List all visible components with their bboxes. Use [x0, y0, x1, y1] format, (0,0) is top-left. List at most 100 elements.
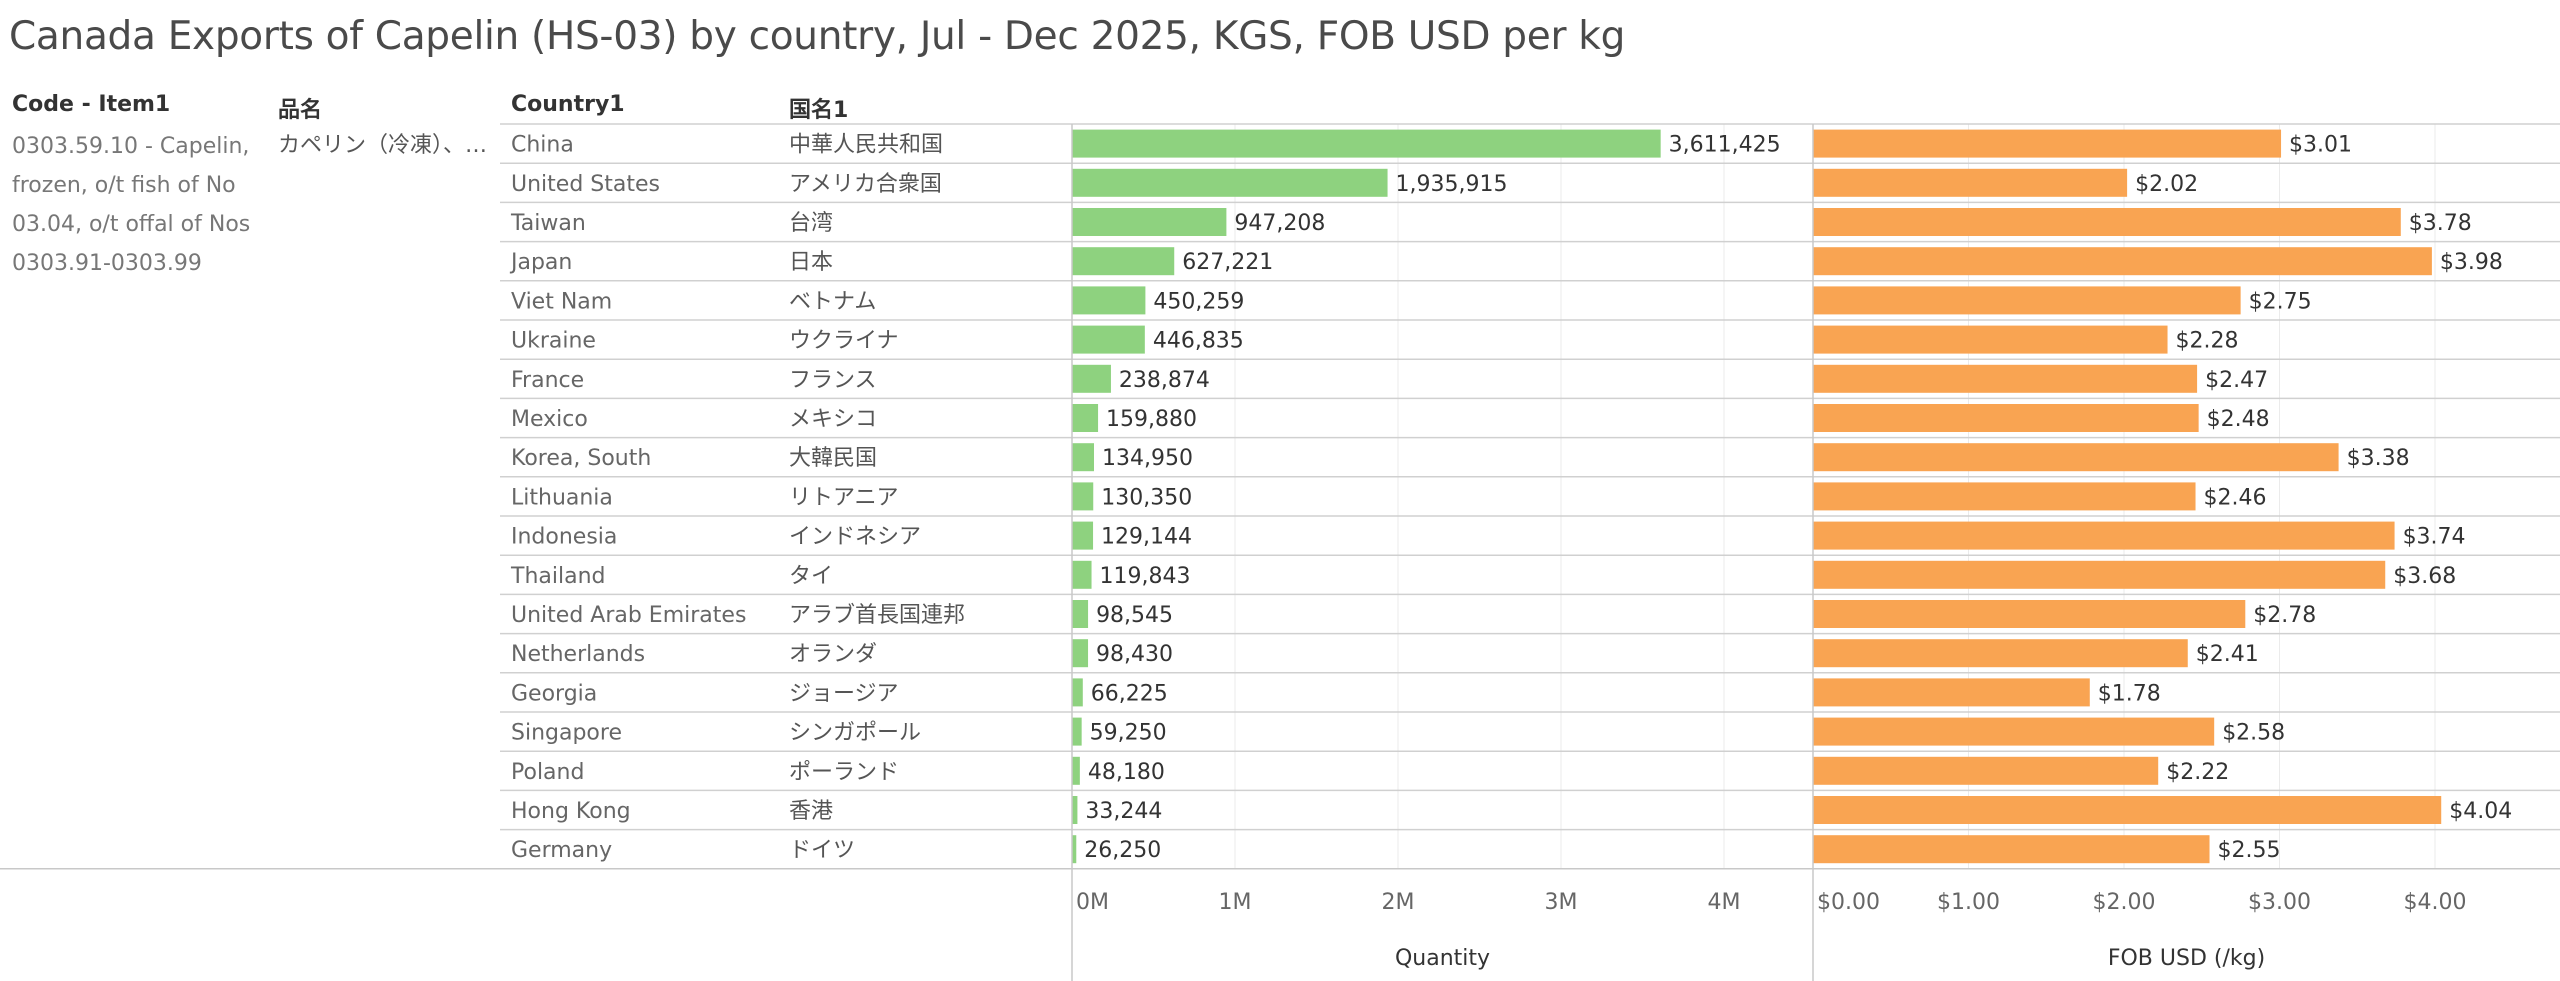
price-bar[interactable] — [1813, 482, 2196, 511]
country-jp-label: インドネシア — [789, 525, 921, 550]
quantity-bar[interactable] — [1072, 129, 1661, 158]
price-bar[interactable] — [1813, 835, 2210, 864]
price-value-label: $2.28 — [2176, 329, 2239, 354]
price-bar[interactable] — [1813, 247, 2432, 276]
country-jp-label: 中華人民共和国 — [789, 133, 943, 158]
price-bar[interactable] — [1813, 560, 2386, 589]
quantity-value-label: 129,144 — [1101, 525, 1192, 550]
price-bar[interactable] — [1813, 286, 2241, 315]
country-label: United States — [511, 172, 660, 197]
quantity-tick-label: 1M — [1219, 890, 1252, 915]
country-jp-label: ジョージア — [789, 681, 899, 706]
price-value-label: $2.22 — [2166, 760, 2229, 785]
quantity-value-label: 98,545 — [1096, 603, 1173, 628]
country-label: Ukraine — [511, 329, 596, 354]
price-value-label: $1.78 — [2098, 681, 2161, 706]
country-jp-label: ベトナム — [789, 289, 876, 314]
quantity-bar[interactable] — [1072, 717, 1082, 746]
country-jp-label: 香港 — [789, 799, 833, 824]
price-value-label: $2.75 — [2249, 289, 2312, 314]
quantity-value-label: 33,244 — [1085, 799, 1162, 824]
price-bar[interactable] — [1813, 208, 2401, 236]
price-tick-label: $2.00 — [2093, 890, 2156, 915]
price-tick-label: $1.00 — [1937, 890, 2000, 915]
quantity-bar[interactable] — [1072, 168, 1388, 197]
price-bar[interactable] — [1813, 168, 2128, 197]
country-label: Poland — [511, 760, 584, 785]
item-code-description: 0303.59.10 - Capelin, frozen, o/t fish o… — [12, 134, 251, 276]
quantity-value-label: 446,835 — [1153, 329, 1244, 354]
price-value-label: $2.41 — [2196, 642, 2259, 667]
header-item-jp[interactable]: 品名 — [278, 98, 323, 123]
header-code-item[interactable]: Code - Item1 — [12, 92, 171, 117]
price-tick-label: $3.00 — [2248, 890, 2311, 915]
price-bar[interactable] — [1813, 129, 2282, 158]
quantity-value-label: 238,874 — [1119, 368, 1210, 393]
quantity-bar[interactable] — [1072, 521, 1094, 550]
quantity-bar[interactable] — [1072, 560, 1092, 589]
country-label: United Arab Emirates — [511, 603, 746, 628]
country-label: France — [511, 368, 584, 393]
price-bar[interactable] — [1813, 756, 2159, 785]
quantity-bar[interactable] — [1072, 286, 1146, 315]
price-axis-title: FOB USD (/kg) — [2108, 946, 2265, 971]
country-jp-label: ポーランド — [789, 760, 899, 785]
quantity-value-label: 98,430 — [1096, 642, 1173, 667]
price-value-label: $4.04 — [2449, 799, 2512, 824]
country-label: Indonesia — [511, 525, 617, 550]
header-country-jp[interactable]: 国名1 — [789, 98, 849, 123]
quantity-axis-title: Quantity — [1395, 946, 1490, 971]
country-jp-label: シンガポール — [789, 721, 921, 746]
header-country[interactable]: Country1 — [511, 92, 625, 117]
quantity-bar[interactable] — [1072, 443, 1094, 472]
country-jp-label: アラブ首長国連邦 — [789, 603, 965, 628]
price-value-label: $3.74 — [2403, 525, 2466, 550]
quantity-bar[interactable] — [1072, 247, 1175, 276]
price-value-label: $2.02 — [2135, 172, 2198, 197]
quantity-value-label: 450,259 — [1153, 289, 1244, 314]
country-jp-label: ウクライナ — [789, 329, 899, 354]
quantity-value-label: 627,221 — [1182, 250, 1273, 275]
quantity-bar[interactable] — [1072, 639, 1089, 668]
quantity-bar[interactable] — [1072, 796, 1078, 824]
country-jp-label: オランダ — [789, 642, 877, 667]
quantity-bar[interactable] — [1072, 364, 1111, 393]
price-value-label: $2.78 — [2253, 603, 2316, 628]
price-bar[interactable] — [1813, 325, 2168, 354]
country-label: Japan — [509, 250, 572, 275]
country-label: Thailand — [510, 564, 605, 589]
quantity-value-label: 130,350 — [1101, 485, 1192, 510]
price-bar[interactable] — [1813, 404, 2199, 432]
quantity-value-label: 159,880 — [1106, 407, 1197, 432]
quantity-bar[interactable] — [1072, 756, 1080, 785]
quantity-bar[interactable] — [1072, 835, 1077, 864]
quantity-bar[interactable] — [1072, 208, 1227, 236]
price-bar[interactable] — [1813, 364, 2198, 393]
price-bar[interactable] — [1813, 678, 2090, 707]
country-label: Singapore — [511, 721, 622, 746]
price-bar[interactable] — [1813, 443, 2339, 472]
country-jp-label: リトアニア — [789, 485, 899, 510]
country-jp-label: ドイツ — [789, 838, 855, 863]
quantity-bar[interactable] — [1072, 404, 1099, 432]
price-value-label: $2.46 — [2204, 485, 2267, 510]
price-bar[interactable] — [1813, 639, 2188, 668]
price-value-label: $2.58 — [2222, 721, 2285, 746]
price-bar[interactable] — [1813, 521, 2395, 550]
price-bar[interactable] — [1813, 600, 2246, 628]
country-label: Germany — [511, 838, 612, 863]
country-jp-label: メキシコ — [789, 407, 877, 432]
price-value-label: $3.78 — [2409, 211, 2472, 236]
quantity-tick-label: 2M — [1382, 890, 1415, 915]
quantity-value-label: 119,843 — [1100, 564, 1191, 589]
quantity-bar[interactable] — [1072, 678, 1083, 707]
quantity-bar[interactable] — [1072, 482, 1094, 511]
price-bar[interactable] — [1813, 796, 2442, 824]
price-value-label: $3.38 — [2347, 446, 2410, 471]
price-bar[interactable] — [1813, 717, 2215, 746]
country-jp-label: 日本 — [789, 250, 833, 275]
quantity-bar[interactable] — [1072, 325, 1145, 354]
country-label: Lithuania — [511, 485, 613, 510]
quantity-bar[interactable] — [1072, 600, 1089, 628]
